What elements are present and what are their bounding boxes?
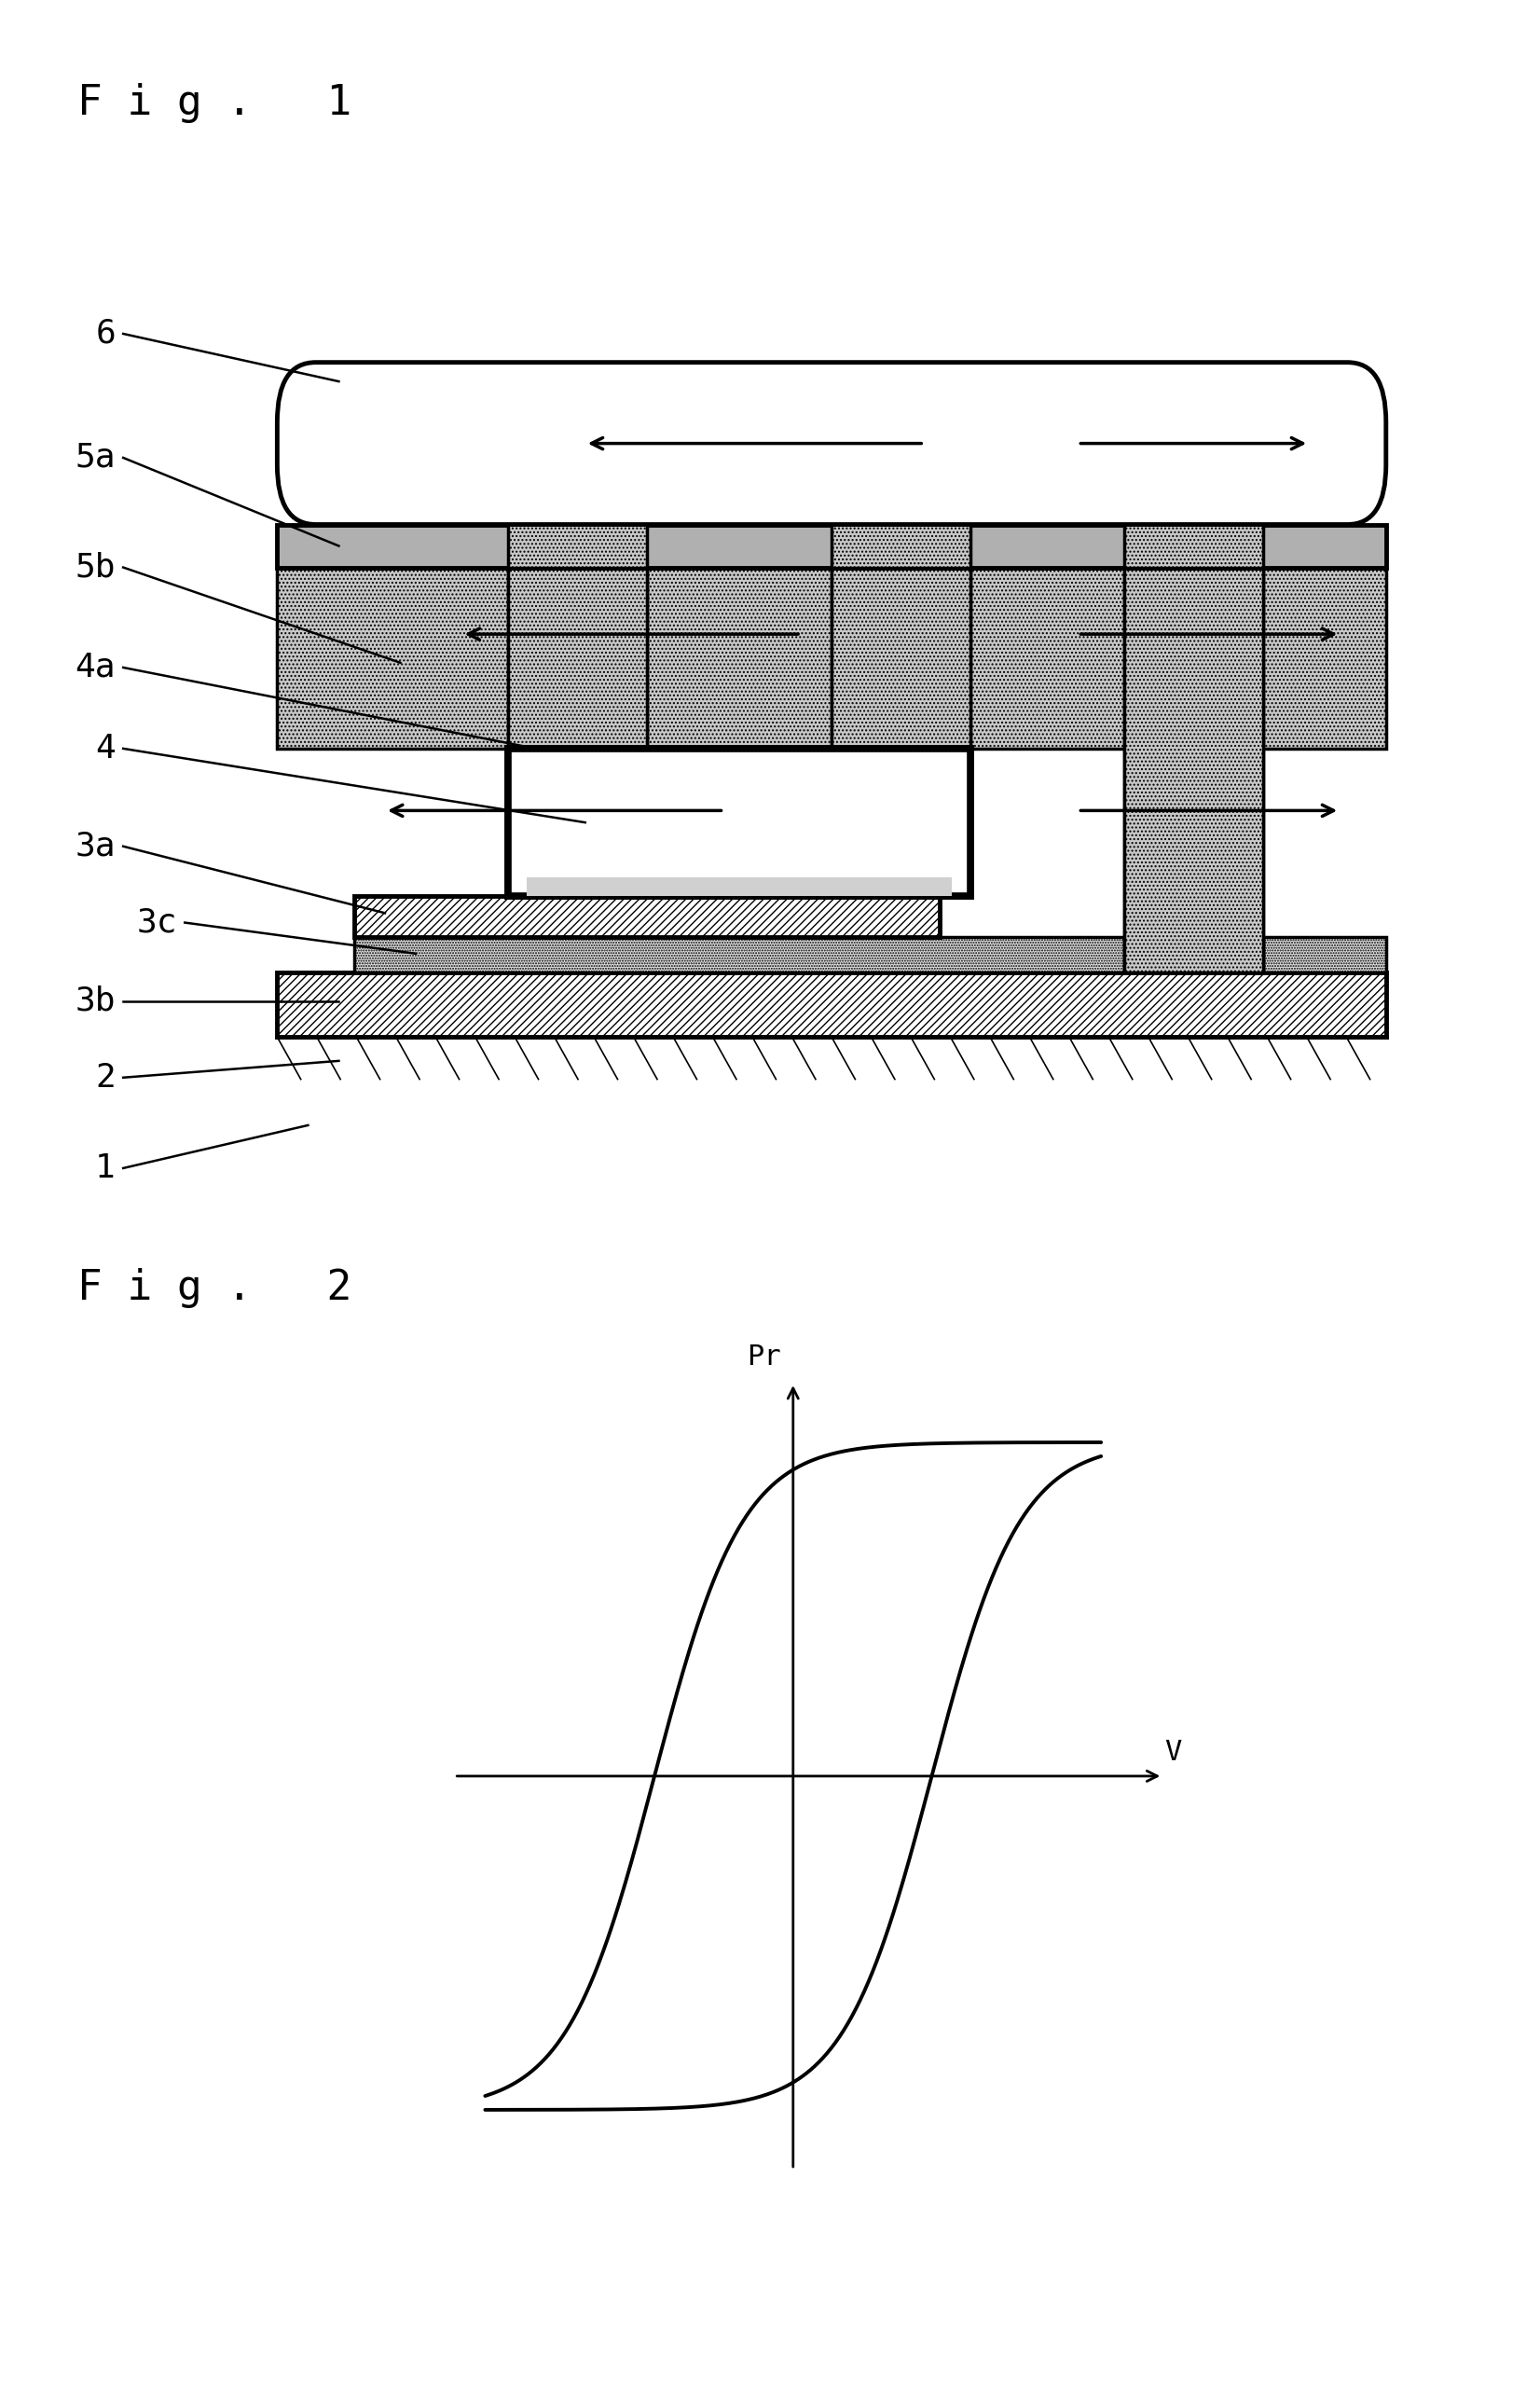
Bar [1124, 567, 1263, 973]
Text: 5b: 5b [75, 551, 116, 584]
Bar [508, 496, 647, 567]
Bar [1124, 496, 1263, 567]
Bar [277, 524, 1386, 567]
Bar [527, 749, 952, 868]
Text: 3c: 3c [137, 906, 177, 939]
Text: 3b: 3b [75, 985, 116, 1018]
Bar [832, 567, 970, 896]
Bar [508, 567, 647, 896]
FancyBboxPatch shape [277, 362, 1386, 524]
Bar [354, 896, 939, 937]
Bar [508, 749, 970, 896]
Bar [277, 973, 1386, 1037]
Text: 5a: 5a [75, 441, 116, 474]
Bar [527, 844, 952, 868]
Text: F i g .   1: F i g . 1 [77, 83, 351, 124]
Text: 1: 1 [95, 1151, 115, 1185]
Bar [832, 496, 970, 567]
Bar [277, 567, 1386, 749]
Bar [1124, 937, 1263, 973]
Text: 3a: 3a [75, 830, 116, 863]
Text: F i g .   2: F i g . 2 [77, 1268, 351, 1309]
Bar [527, 877, 952, 896]
Text: Pr: Pr [747, 1345, 781, 1371]
Text: 2: 2 [95, 1061, 115, 1094]
Text: V: V [1164, 1738, 1183, 1767]
Text: 4: 4 [95, 732, 115, 765]
Bar [354, 937, 1386, 973]
Bar [508, 567, 647, 896]
Bar [1124, 567, 1263, 973]
Text: 4a: 4a [75, 651, 116, 684]
Bar [508, 749, 970, 896]
Bar [832, 567, 970, 896]
Bar [527, 777, 952, 896]
Text: 6: 6 [95, 317, 115, 350]
